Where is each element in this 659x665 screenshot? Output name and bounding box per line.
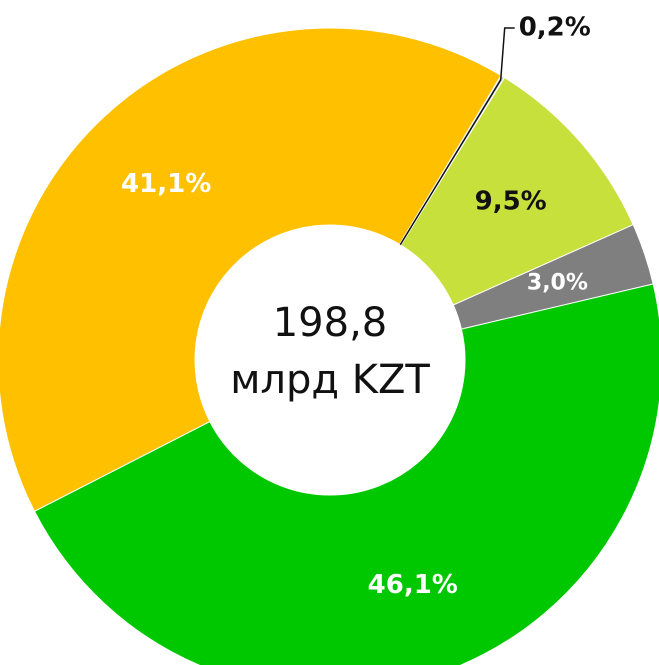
data-label: 0,2% xyxy=(519,13,591,43)
center-value: 198,8 xyxy=(273,300,388,346)
data-label: 46,1% xyxy=(368,570,458,600)
slice xyxy=(33,283,659,665)
slice xyxy=(400,76,634,306)
data-label: 9,5% xyxy=(475,187,547,217)
center-unit: млрд KZT xyxy=(230,357,430,403)
slice xyxy=(0,27,502,512)
leader-line xyxy=(399,27,515,246)
data-label: 3,0% xyxy=(527,270,588,295)
data-label: 41,1% xyxy=(121,169,211,199)
